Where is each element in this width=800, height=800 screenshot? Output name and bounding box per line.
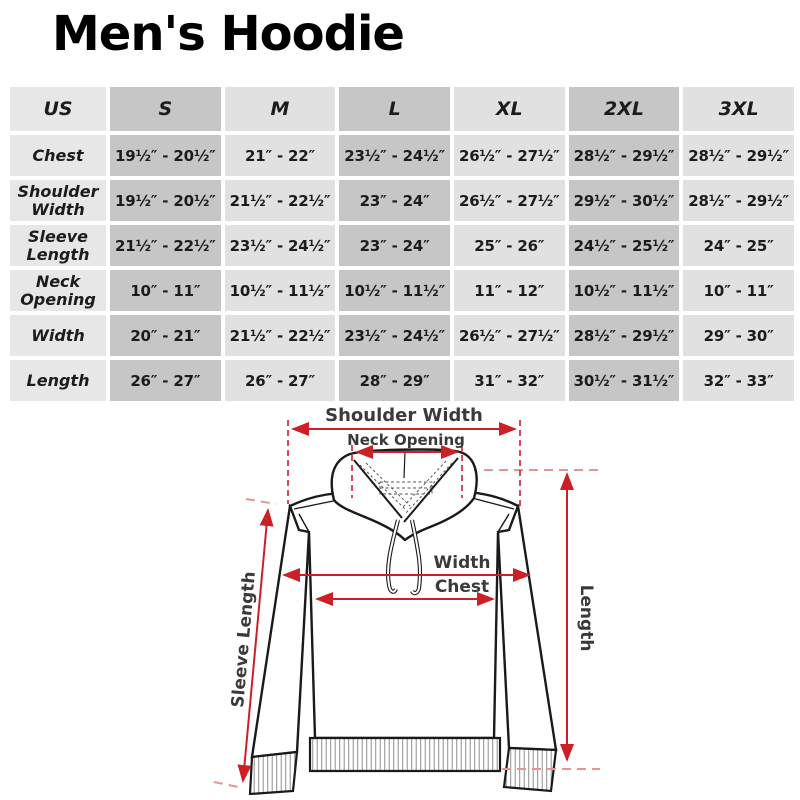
row-label: Width [10, 315, 106, 356]
measurement-cell: 10″ - 11″ [683, 270, 794, 311]
measurement-cell: 24″ - 25″ [683, 225, 794, 266]
measurement-cell: 19½″ - 20½″ [110, 180, 221, 221]
table-row: Width 20″ - 21″ 21½″ - 22½″ 23½″ - 24½″ 26½″… [10, 315, 794, 356]
hood-opening-left-edge [353, 459, 403, 519]
row-label: Neck Opening [10, 270, 106, 311]
column-header-m: M [224, 87, 336, 131]
measurement-cell: 28½″ - 29½″ [568, 135, 680, 176]
table-row: Shoulder Width 19½″ - 20½″ 21½″ - 22½″ 23″ … [10, 180, 794, 221]
hem-band [308, 736, 502, 773]
row-label: Sleeve Length [10, 225, 106, 266]
measurement-cell: 21½″ - 22½″ [224, 180, 336, 221]
table-row: Chest 19½″ - 20½″ 21″ - 22″ 23½″ - 24½″ 26½″… [10, 135, 794, 176]
measurement-cell: 19½″ - 20½″ [110, 135, 221, 176]
row-label: Chest [10, 135, 106, 176]
measurement-cell: 30½″ - 31½″ [568, 360, 680, 401]
left-sleeve [250, 503, 311, 759]
measurement-cell: 29½″ - 30½″ [568, 180, 680, 221]
measurement-cell: 21½″ - 22½″ [224, 315, 336, 356]
shoulder-seam-left [293, 499, 339, 510]
row-label: Shoulder Width [10, 180, 106, 221]
right-cuff [502, 746, 558, 793]
armhole-seam-left [298, 513, 310, 533]
armhole-seam-right [497, 513, 510, 533]
measurement-cell: 23″ - 24″ [339, 180, 450, 221]
width-label: Width [434, 553, 491, 573]
sleeve-length-arrow [237, 508, 274, 783]
size-table-header: US S M L XL 2XL 3XL [10, 87, 794, 131]
measurement-cell: 10″ - 11″ [110, 270, 221, 311]
table-row: Neck Opening 10″ - 11″ 10½″ - 11½″ 10½″ - 1… [10, 270, 794, 311]
measurement-cell: 26″ - 27″ [224, 360, 336, 401]
hood-stitching [359, 460, 453, 514]
measurement-cell: 28½″ - 29½″ [683, 180, 794, 221]
measurement-cell: 23″ - 24″ [339, 225, 450, 266]
measurement-cell: 11″ - 12″ [453, 270, 565, 311]
measurement-cell: 21½″ - 22½″ [110, 225, 221, 266]
measurement-cell: 23½″ - 24½″ [339, 135, 450, 176]
size-table-body: Chest 19½″ - 20½″ 21″ - 22″ 23½″ - 24½″ 26½″… [10, 135, 794, 401]
shoulder-width-label: Shoulder Width [325, 405, 483, 426]
left-cuff [248, 750, 299, 796]
measurement-cell: 10½″ - 11½″ [568, 270, 680, 311]
column-header-l: L [339, 87, 450, 131]
measurement-cell: 28½″ - 29½″ [568, 315, 680, 356]
right-sleeve [496, 503, 558, 752]
measurement-cell: 20″ - 21″ [110, 315, 221, 356]
neck-opening-label: Neck Opening [347, 431, 465, 449]
hoodie-drawing [248, 448, 558, 796]
column-header-s: S [110, 87, 221, 131]
measurement-cell: 26½″ - 27½″ [453, 315, 565, 356]
measurement-cell: 23½″ - 24½″ [339, 315, 450, 356]
column-header-xl: XL [453, 87, 565, 131]
length-label: Length [576, 585, 596, 652]
shoulder-seam-right [471, 497, 515, 510]
sleeve-guide-top [245, 498, 277, 505]
measurement-cell: 29″ - 30″ [683, 315, 794, 356]
table-row: Length 26″ - 27″ 26″ - 27″ 28″ - 29″ 31″ - 3… [10, 360, 794, 401]
measurement-cell: 24½″ - 25½″ [568, 225, 680, 266]
measurement-cell: 26½″ - 27½″ [453, 180, 565, 221]
chest-label: Chest [435, 577, 489, 597]
measurement-cell: 21″ - 22″ [224, 135, 336, 176]
table-row: Sleeve Length 21½″ - 22½″ 23½″ - 24½″ 23″ -… [10, 225, 794, 266]
measurement-cell: 28″ - 29″ [339, 360, 450, 401]
measurement-cell: 31″ - 32″ [453, 360, 565, 401]
size-table-head-row: US S M L XL 2XL 3XL [10, 87, 794, 131]
measurement-cell: 23½″ - 24½″ [224, 225, 336, 266]
measurement-cell: 28½″ - 29½″ [683, 135, 794, 176]
size-table: US S M L XL 2XL 3XL Chest 19½″ - 20½″ 21″ - 22″ 2… [6, 83, 798, 405]
sleeve-guide-bottom [213, 781, 244, 789]
measurement-cell: 10½″ - 11½″ [339, 270, 450, 311]
column-header-3xl: 3XL [683, 87, 794, 131]
measurement-cell: 26″ - 27″ [110, 360, 221, 401]
measurement-cell: 26½″ - 27½″ [453, 135, 565, 176]
column-header-us: US [10, 87, 106, 131]
page-title: Men's Hoodie [52, 6, 405, 62]
column-header-2xl: 2XL [568, 87, 680, 131]
measurement-cell: 32″ - 33″ [683, 360, 794, 401]
hoodie-measurement-diagram: Shoulder Width Neck Opening Width Chest … [213, 405, 600, 796]
hood-opening-right-edge [403, 457, 459, 523]
measurement-annotations: Shoulder Width Neck Opening Width Chest … [213, 405, 600, 789]
row-label: Length [10, 360, 106, 401]
measurement-cell: 25″ - 26″ [453, 225, 565, 266]
measurement-cell: 10½″ - 11½″ [224, 270, 336, 311]
